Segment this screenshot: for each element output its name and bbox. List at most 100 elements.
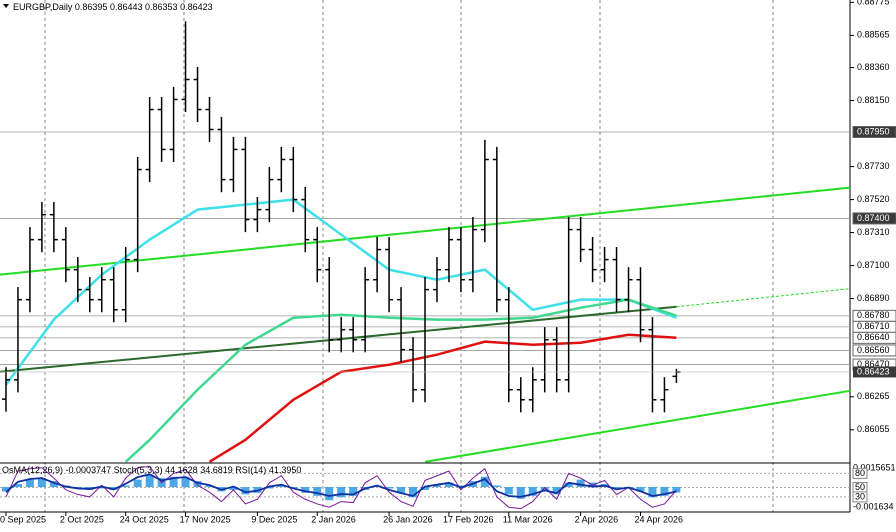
oscillator-level-box [852,467,868,479]
level-label: 0.86710 [857,321,890,331]
y-tick-label: 0.86265 [857,391,890,401]
ohlc-bar [456,227,465,293]
ohlc-bar [61,227,70,283]
osma-value: -0.0003747 [66,465,112,475]
current-price-label: 0.86423 [857,366,890,376]
ohlc-bar [552,327,561,393]
osma-bar [636,486,645,492]
osma-bar [552,486,561,495]
x-tick-label: 24 Oct 2025 [120,514,169,524]
level-label: 0.86470 [857,359,890,369]
menu-arrow [3,4,9,8]
ohlc-bar [624,267,633,313]
oscillator-tick-label: 80 [855,468,865,478]
ohlc-bar [97,267,106,313]
moving-average [124,298,677,463]
ohlc-bar [169,86,178,163]
ohlc-bar [229,136,238,193]
ohlc-bar [85,277,94,313]
y-tick-label: 0.88775 [857,0,890,7]
osma-bar [612,486,621,489]
ohlc-bar [588,236,597,283]
stoch-signal: 34.6819 [200,465,233,475]
x-tick-label: 17 Nov 2025 [180,514,231,524]
osma-bar [301,486,310,493]
ohlc-bar [444,227,453,283]
ohlc-bar [421,277,429,403]
level-box [852,331,896,344]
y-tick-label: 0.88150 [857,95,890,105]
x-tick-label: 0 Sep 2025 [0,514,46,524]
osma-bar [409,486,418,498]
ohlc-bar [253,197,262,233]
level-box [852,212,896,225]
ohlc-bar [564,217,573,393]
x-tick-label: 2 Oct 2025 [60,514,104,524]
y-tick-label: 0.86055 [857,424,890,434]
oscillator-tick-label: 30 [855,491,865,501]
low-value: 0.86353 [145,2,178,12]
osma-bar [528,486,537,496]
level-label: 0.87950 [857,126,890,136]
osma-bar [648,486,657,498]
osma-bar [576,479,585,487]
x-tick-label: 17 Feb 2026 [443,514,494,524]
rsi-line [5,473,677,498]
oscillator-tick-label: 50 [855,482,865,492]
osma-bar [145,475,154,487]
moving-average [4,198,677,386]
osma-bar [480,476,489,487]
osma-bar [421,486,429,490]
osma-bar [265,486,274,489]
osma-bar [540,486,549,492]
level-box [852,344,896,357]
ohlc-bar [361,267,370,353]
stoch-value: 44.1628 [165,465,198,475]
x-tick-label: 2 Jan 2026 [311,514,356,524]
symbol-header: EURGBP,Daily 0.86395 0.86443 0.86353 0.8… [13,2,213,12]
ohlc-bar [145,96,154,183]
plot-area [0,21,851,463]
osma-bar [564,482,573,487]
osma-name: OsMA(12,26,9) [2,465,63,475]
current-price-box [853,366,896,378]
ohlc-bar [468,217,477,293]
osma-bar [660,486,669,496]
osma-bar [97,486,106,489]
osma-bar [516,486,525,499]
osma-bar [385,486,394,489]
osma-bar [1,486,10,492]
ohlc-bar [373,236,382,293]
open-value: 0.86395 [75,2,108,12]
ohlc-bar [205,96,214,143]
ohlc-bar [600,247,609,283]
ohlc-bar [432,257,441,303]
rsi-value: 41.3950 [269,465,302,475]
ohlc-bar [385,236,394,313]
symbol: EURGBP,Daily [13,2,73,12]
ohlc-bar [181,21,190,113]
osma-bar [133,479,142,487]
ohlc-bar [13,287,22,393]
osma-bar [49,481,58,487]
ohlc-bar [217,116,226,193]
ohlc-bar [1,367,10,412]
osma-bar [241,486,250,495]
osma-bar [25,479,34,487]
stoch-line [5,465,677,510]
ohlc-bar [492,146,501,313]
osma-bar [229,486,238,490]
osma-bar [456,485,465,487]
osma-bar [37,478,46,487]
osma-bar [492,485,501,487]
level-box [852,126,896,138]
trendline [676,288,851,308]
y-tick-label: 0.88360 [857,62,890,72]
trendline [0,186,851,276]
level-label: 0.86780 [857,310,890,320]
ohlc-bar [73,257,82,303]
ohlc-bar [349,317,358,353]
ohlc-bar [612,247,621,313]
ohlc-bar [516,377,525,413]
indicator-tick-label: -0.001634 [853,501,894,511]
